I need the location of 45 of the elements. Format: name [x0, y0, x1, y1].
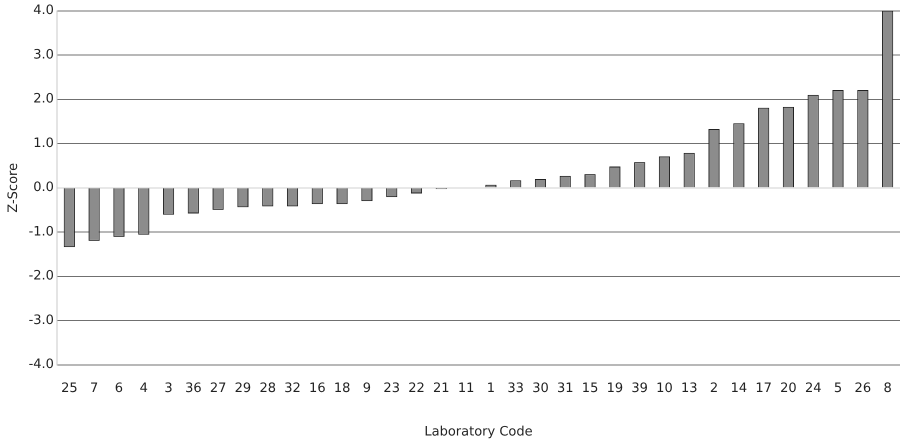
x-tick-label: 1: [486, 380, 496, 396]
x-tick-label: 20: [780, 380, 797, 396]
x-tick-label: 25: [61, 380, 78, 396]
y-tick-label: 2.0: [33, 92, 54, 107]
x-tick-label: 32: [284, 380, 301, 396]
y-tick-label: 4.0: [33, 3, 54, 18]
y-tick-label: -1.0: [28, 224, 54, 240]
x-tick-label: 33: [507, 380, 524, 396]
y-tick-label: 0.0: [33, 180, 54, 196]
x-tick-label: 14: [730, 380, 748, 396]
x-tick-label: 6: [114, 380, 124, 396]
x-tick-label: 4: [140, 380, 148, 396]
x-tick-label: 8: [883, 380, 892, 396]
x-tick-label: 11: [458, 380, 474, 396]
x-tick-label: 18: [334, 380, 350, 396]
x-axis-title: Laboratory Code: [424, 424, 533, 440]
x-tick-label: 15: [582, 380, 598, 396]
x-tick-label: 3: [164, 380, 173, 396]
x-tick-label: 9: [362, 380, 372, 396]
x-tick-label: 19: [606, 380, 624, 396]
x-tick-label: 17: [755, 380, 772, 396]
y-tick-label: 1.0: [33, 136, 54, 151]
x-tick-label: 29: [234, 380, 252, 396]
x-tick-label: 5: [834, 380, 842, 396]
x-tick-label: 28: [259, 380, 276, 396]
x-tick-label: 21: [433, 380, 450, 396]
x-tick-label: 22: [408, 380, 425, 396]
x-tick-label: 30: [532, 380, 549, 396]
y-tick-label: -2.0: [28, 268, 54, 284]
x-tick-label: 7: [90, 380, 98, 396]
x-tick-label: 31: [556, 380, 574, 396]
x-tick-label: 10: [656, 380, 673, 396]
y-tick-label: -4.0: [28, 357, 54, 372]
x-tick-label: 23: [383, 380, 400, 396]
x-tick-label: 27: [210, 380, 226, 396]
x-tick-label: 26: [854, 380, 872, 396]
x-tick-label: 13: [680, 380, 698, 396]
x-tick-label: 16: [309, 380, 326, 396]
x-tick-label: 39: [631, 380, 648, 396]
y-tick-label: -3.0: [28, 312, 54, 328]
x-tick-label: 36: [185, 380, 202, 396]
y-axis-title: Z-Score: [6, 162, 22, 213]
x-tick-label: 24: [804, 380, 822, 396]
y-tick-label: 3.0: [33, 47, 54, 62]
x-tick-label: 2: [710, 380, 718, 396]
